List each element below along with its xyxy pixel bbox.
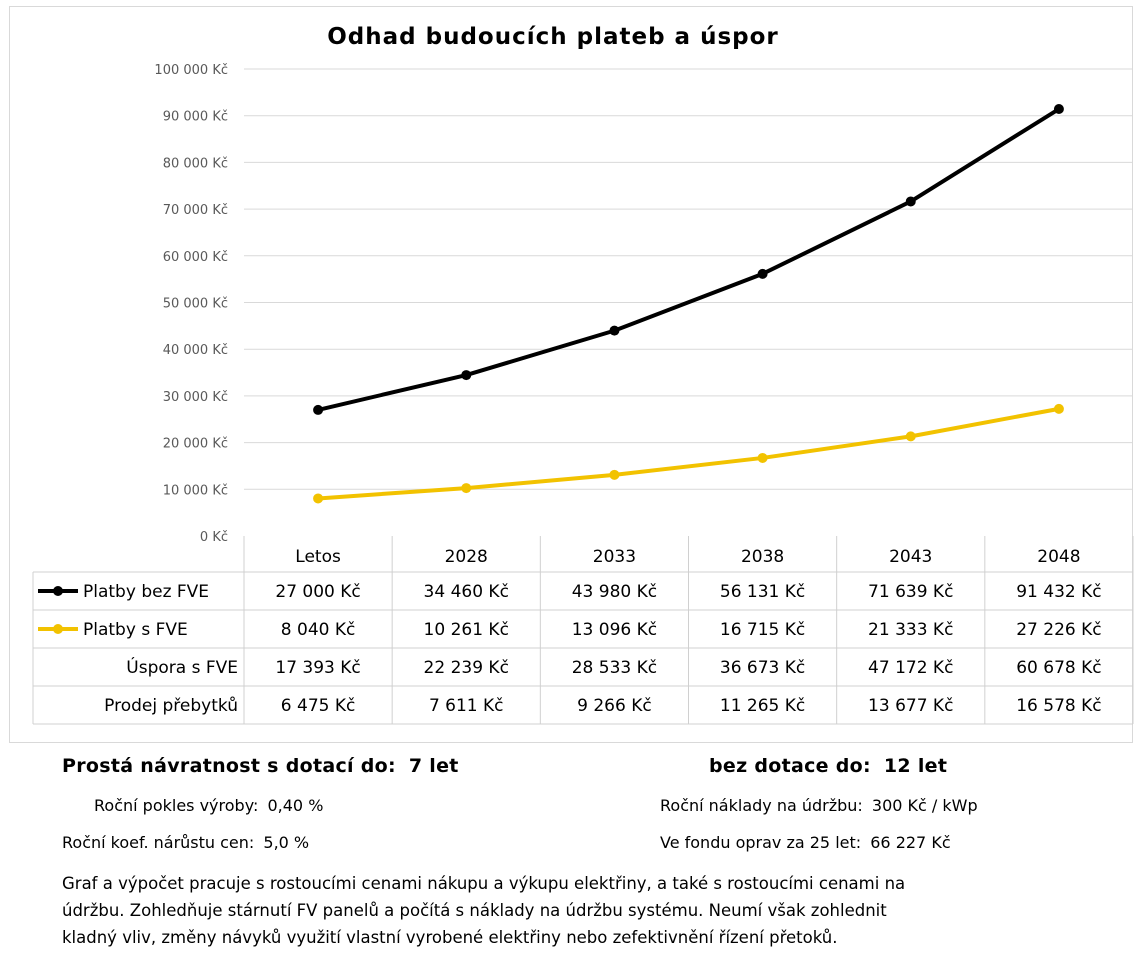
maintenance-cost: Roční náklady na údržbu: 300 Kč / kWp <box>660 796 978 815</box>
x-category-label: 2048 <box>1037 547 1080 567</box>
production-decline: Roční pokles výroby: 0,40 % <box>94 796 323 815</box>
decline-label: Roční pokles výroby: <box>94 796 259 815</box>
y-tick-label: 90 000 Kč <box>163 110 228 125</box>
payback-with-subsidy: Prostá návratnost s dotací do: 7 let <box>62 755 459 777</box>
y-tick-label: 20 000 Kč <box>163 437 228 452</box>
table-row-label: Úspora s FVE <box>126 656 238 678</box>
table-cell: 11 265 Kč <box>720 696 805 716</box>
table-cell: 21 333 Kč <box>868 620 953 640</box>
table-cell: 13 096 Kč <box>572 620 657 640</box>
y-tick-label: 50 000 Kč <box>163 297 228 312</box>
data-point <box>461 370 472 381</box>
data-point <box>461 483 472 494</box>
maint-value: 300 Kč / kWp <box>871 796 978 815</box>
legend-marker <box>53 586 63 596</box>
decline-value: 0,40 % <box>267 796 324 815</box>
payback-without-value: 12 let <box>883 755 948 777</box>
table-cell: 7 611 Kč <box>429 696 504 716</box>
series-line <box>317 107 1060 412</box>
description: Graf a výpočet pracuje s rostoucími cena… <box>62 870 1062 951</box>
x-category-label: 2043 <box>889 547 932 567</box>
data-point <box>905 196 916 207</box>
data-point <box>757 268 768 279</box>
y-tick-label: 10 000 Kč <box>163 483 228 498</box>
table-cell: 22 239 Kč <box>424 658 509 678</box>
y-tick-label: 30 000 Kč <box>163 390 228 405</box>
table-cell: 10 261 Kč <box>424 620 509 640</box>
data-point <box>757 452 768 463</box>
y-tick-label: 100 000 Kč <box>154 63 228 78</box>
y-tick-label: 80 000 Kč <box>163 156 228 171</box>
line-chart: Odhad budoucích plateb a úspor 0 Kč 10 00… <box>32 24 1134 725</box>
chart-title: Odhad budoucích plateb a úspor <box>327 24 779 50</box>
x-category-label: 2028 <box>445 547 488 567</box>
payback-without-subsidy: bez dotace do: 12 let <box>709 755 947 777</box>
y-tick-label: 70 000 Kč <box>163 203 228 218</box>
data-point <box>313 493 324 504</box>
table-cell: 17 393 Kč <box>275 658 360 678</box>
description-line: Graf a výpočet pracuje s rostoucími cena… <box>62 874 906 893</box>
data-point <box>905 431 916 442</box>
table-cell: 28 533 Kč <box>572 658 657 678</box>
payback-with-label: Prostá návratnost s dotací do: <box>62 755 396 777</box>
chart-frame <box>9 6 1133 743</box>
table-cell: 27 000 Kč <box>275 582 360 602</box>
table-cell: 16 578 Kč <box>1016 696 1101 716</box>
table-cell: 6 475 Kč <box>281 696 356 716</box>
description-line: údržbu. Zohledňuje stárnutí FV panelů a … <box>62 901 887 920</box>
description-line: kladný vliv, změny návyků využití vlastn… <box>62 928 838 947</box>
price-value: 5,0 % <box>263 833 310 852</box>
legend-label: Platby s FVE <box>83 620 188 640</box>
legend-label: Platby bez FVE <box>83 582 209 602</box>
repair-fund: Ve fondu oprav za 25 let: 66 227 Kč <box>660 833 951 852</box>
table-cell: 91 432 Kč <box>1016 582 1101 602</box>
table-cell: 43 980 Kč <box>572 582 657 602</box>
maint-label: Roční náklady na údržbu: <box>660 796 863 815</box>
table-cell: 16 715 Kč <box>720 620 805 640</box>
table-cell: 71 639 Kč <box>868 582 953 602</box>
y-tick-label: 60 000 Kč <box>163 250 228 265</box>
data-point <box>1053 403 1064 414</box>
table-cell: 8 040 Kč <box>281 620 356 640</box>
table-cell: 34 460 Kč <box>424 582 509 602</box>
x-category-label: 2038 <box>741 547 784 567</box>
table-cell: 36 673 Kč <box>720 658 805 678</box>
data-point <box>609 325 620 336</box>
table-cell: 13 677 Kč <box>868 696 953 716</box>
payback-with-value: 7 let <box>408 755 459 777</box>
table-cell: 27 226 Kč <box>1016 620 1101 640</box>
table-cell: 9 266 Kč <box>577 696 652 716</box>
data-point <box>609 469 620 480</box>
series-line <box>317 406 1060 501</box>
x-category-label: Letos <box>295 547 341 567</box>
x-category-label: 2033 <box>593 547 636 567</box>
table-cell: 47 172 Kč <box>868 658 953 678</box>
price-growth: Roční koef. nárůstu cen: 5,0 % <box>62 833 309 852</box>
y-tick-label: 0 Kč <box>200 530 228 545</box>
data-point <box>1053 104 1064 115</box>
data-point <box>313 404 324 415</box>
table-cell: 56 131 Kč <box>720 582 805 602</box>
table-row-label: Prodej přebytků <box>104 696 238 716</box>
legend-marker <box>53 624 63 634</box>
payback-without-label: bez dotace do: <box>709 755 871 777</box>
table-cell: 60 678 Kč <box>1016 658 1101 678</box>
fund-label: Ve fondu oprav za 25 let: <box>660 833 862 852</box>
price-label: Roční koef. nárůstu cen: <box>62 833 255 852</box>
y-tick-label: 40 000 Kč <box>163 343 228 358</box>
fund-value: 66 227 Kč <box>870 833 951 852</box>
